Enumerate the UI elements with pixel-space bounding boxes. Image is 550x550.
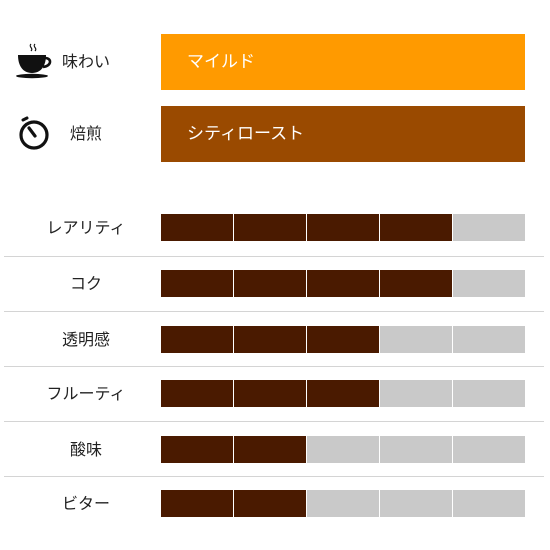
taste-label: 味わい [62,52,111,71]
roast-value-bar: シティロースト [161,106,525,162]
rating-row-rarity: レアリティ [0,200,550,255]
taste-value: マイルド [187,52,255,72]
divider [4,476,544,477]
rating-segment [453,490,525,517]
rating-segment [453,380,525,407]
rating-segment [380,490,452,517]
rating-segment [380,270,452,297]
rating-segment [307,326,379,353]
rating-segment [161,436,233,463]
rating-segment [161,270,233,297]
coffee-cup-icon [16,43,52,79]
rating-segment [453,214,525,241]
rating-label: ビター [61,494,110,513]
rating-bar [161,490,525,517]
divider [4,366,544,367]
rating-bar [161,326,525,353]
rating-segment [380,214,452,241]
rating-label: 透明感 [61,330,110,349]
roast-row: 焙煎 シティロースト [0,106,550,162]
rating-segment [307,270,379,297]
rating-segment [161,214,233,241]
rating-row-body: コク [0,256,550,311]
rating-bar [161,214,525,241]
rating-segment [453,270,525,297]
rating-segment [234,270,306,297]
rating-segment [380,436,452,463]
rating-row-clarity: 透明感 [0,312,550,367]
rating-segment [234,380,306,407]
roast-value: シティロースト [187,124,305,144]
rating-segment [234,214,306,241]
timer-icon [19,116,49,150]
divider [4,256,544,257]
taste-row: 味わい マイルド [0,34,550,90]
rating-label: フルーティ [46,384,126,403]
rating-segment [161,490,233,517]
rating-segment [380,380,452,407]
rating-row-acidity: 酸味 [0,422,550,477]
rating-row-fruity: フルーティ [0,366,550,421]
rating-segment [307,436,379,463]
taste-value-bar: マイルド [161,34,525,90]
rating-label: 酸味 [69,440,102,459]
rating-segment [307,490,379,517]
rating-label: コク [69,274,102,293]
divider [4,421,544,422]
rating-segment [234,490,306,517]
rating-segment [234,436,306,463]
rating-segment [161,380,233,407]
rating-bar [161,270,525,297]
rating-segment [380,326,452,353]
roast-label: 焙煎 [70,124,103,143]
rating-label: レアリティ [46,218,126,237]
rating-segment [307,380,379,407]
rating-segment [307,214,379,241]
rating-row-bitter: ビター [0,476,550,531]
rating-segment [234,326,306,353]
rating-bar [161,380,525,407]
divider [4,311,544,312]
rating-bar [161,436,525,463]
rating-segment [453,326,525,353]
rating-segment [161,326,233,353]
rating-segment [453,436,525,463]
